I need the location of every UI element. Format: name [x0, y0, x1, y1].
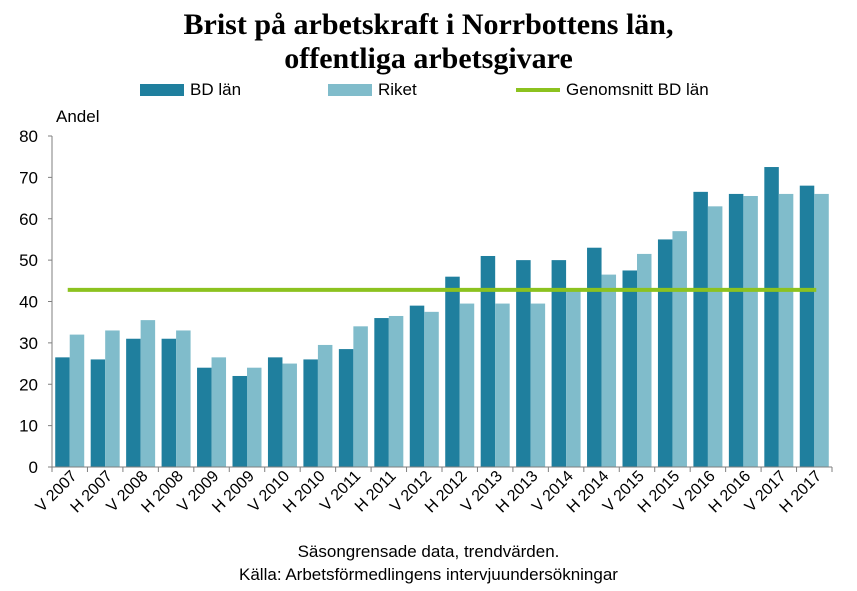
y-tick-label: 50	[19, 251, 38, 270]
bar-riket	[459, 303, 475, 467]
bar-bd-lan	[303, 359, 318, 467]
legend-label-bd: BD län	[190, 80, 242, 99]
bar-riket	[672, 231, 687, 467]
bar-bd-lan	[338, 349, 354, 467]
bar-bd-lan	[90, 359, 106, 467]
bar-riket	[707, 206, 723, 467]
legend: BD län Riket Genomsnitt BD län	[0, 78, 857, 102]
bar-bd-lan	[480, 255, 496, 467]
legend-swatch-average	[516, 88, 560, 92]
bar-riket	[530, 303, 546, 467]
bar-bd-lan	[587, 247, 602, 467]
bar-bd-lan	[516, 260, 531, 467]
bar-bd-lan	[622, 270, 637, 467]
bar-bd-lan	[445, 276, 460, 467]
bar-riket	[495, 303, 510, 467]
chart-title-line1: Brist på arbetskraft i Norrbottens län,	[183, 8, 674, 41]
bar-riket	[69, 334, 85, 467]
legend-item-average: Genomsnitt BD län	[516, 78, 709, 102]
y-tick-label: 30	[19, 334, 38, 353]
legend-item-bd: BD län	[140, 78, 241, 102]
bar-riket	[424, 311, 439, 467]
bar-riket	[247, 367, 262, 467]
bar-bd-lan	[728, 193, 744, 468]
bar-bd-lan	[197, 367, 212, 467]
bar-riket	[566, 289, 581, 467]
y-tick-label: 10	[19, 417, 38, 436]
bar-bd-lan	[55, 357, 70, 467]
legend-label-average: Genomsnitt BD län	[566, 80, 709, 99]
bar-bd-lan	[657, 239, 673, 467]
bar-bd-lan	[267, 357, 283, 467]
bar-bd-lan	[799, 185, 815, 467]
bar-riket	[814, 193, 829, 468]
y-tick-label: 40	[19, 293, 38, 312]
legend-swatch-bd	[140, 84, 184, 96]
y-tick-label: 0	[29, 458, 38, 477]
bar-bd-lan	[232, 375, 247, 467]
bar-riket	[317, 344, 333, 467]
bar-riket	[388, 315, 404, 467]
bar-bd-lan	[374, 318, 389, 467]
bar-riket	[140, 320, 156, 467]
bar-riket	[105, 330, 120, 467]
bar-riket	[211, 357, 227, 467]
legend-label-riket: Riket	[378, 80, 417, 99]
bar-bd-lan	[693, 191, 708, 467]
bar-bd-lan	[161, 338, 177, 467]
y-tick-label: 70	[19, 168, 38, 187]
bar-riket	[282, 363, 297, 467]
bar-bd-lan	[764, 167, 779, 467]
bar-riket	[353, 326, 368, 467]
legend-item-riket: Riket	[328, 78, 417, 102]
bar-riket	[743, 195, 758, 467]
y-tick-label: 80	[19, 127, 38, 146]
y-axis-label: Andel	[56, 107, 99, 126]
bar-bd-lan	[551, 260, 567, 467]
bar-riket	[176, 330, 191, 467]
bar-bd-lan	[409, 305, 425, 467]
y-tick-label: 20	[19, 375, 38, 394]
bar-riket	[601, 274, 617, 467]
legend-swatch-riket	[328, 84, 372, 96]
chart-title-line2: offentliga arbetsgivare	[284, 42, 573, 75]
bar-riket	[637, 253, 652, 467]
bar-bd-lan	[126, 338, 141, 467]
y-tick-label: 60	[19, 210, 38, 229]
footer-source: Källa: Arbetsförmedlingens intervjuunder…	[239, 565, 618, 584]
bar-riket	[778, 193, 794, 468]
footer-note: Säsongrensade data, trendvärden.	[297, 542, 560, 561]
